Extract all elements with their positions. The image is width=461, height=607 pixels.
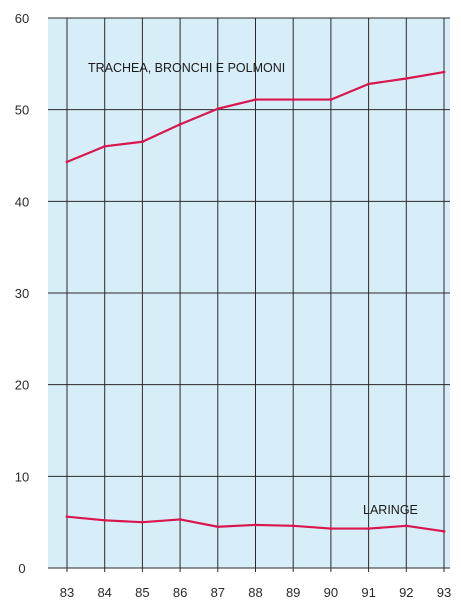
x-tick-90: 90 [324,585,338,600]
series-0-point-91 [367,82,370,86]
series-0-point-90 [329,98,333,101]
series-1-point-90 [329,527,333,530]
y-axis-tick-labels: 0 10 20 30 40 50 60 [15,11,29,576]
series-label-laringe: LARINGE [363,503,418,517]
series-0-point-92 [404,77,408,80]
series-1-point-89 [291,524,295,528]
series-1-point-88 [254,523,257,527]
x-tick-92: 92 [399,585,413,600]
x-tick-83: 83 [60,585,74,600]
series-1-point-91 [367,527,370,530]
series-0-point-89 [291,98,295,101]
x-tick-86: 86 [173,585,187,600]
series-1-point-86 [178,518,182,521]
x-tick-91: 91 [361,585,375,600]
y-tick-30: 30 [15,286,29,301]
series-1-point-87 [216,525,220,529]
y-tick-10: 10 [15,469,29,484]
x-tick-84: 84 [97,585,111,600]
x-axis-tick-labels: 83 84 85 86 87 88 89 90 91 92 93 [60,585,451,600]
y-tick-50: 50 [15,103,29,118]
series-lines [65,70,446,533]
y-tick-60: 60 [15,11,29,26]
series-1-point-83 [65,515,69,519]
series-1-point-84 [103,518,107,522]
x-tick-87: 87 [211,585,225,600]
x-tick-89: 89 [286,585,300,600]
vertical-gridlines [66,18,445,572]
x-tick-85: 85 [135,585,149,600]
y-tick-20: 20 [15,378,29,393]
series-0-point-83 [65,160,69,164]
x-tick-93: 93 [437,585,451,600]
y-tick-0: 0 [18,561,25,576]
horizontal-gridlines [48,17,450,569]
x-tick-88: 88 [248,585,262,600]
series-0-point-88 [254,98,257,101]
y-tick-40: 40 [15,194,29,209]
series-0-point-85 [141,140,144,144]
series-0-point-93 [442,70,446,74]
series-1-point-85 [141,520,144,524]
series-1-point-92 [404,524,408,528]
series-label-trachea: TRACHEA, BRONCHI E POLMONI [88,61,285,75]
series-1-point-93 [442,529,446,533]
series-0-point-87 [216,107,220,111]
series-0-point-84 [103,144,107,148]
series-0-point-86 [178,122,182,126]
